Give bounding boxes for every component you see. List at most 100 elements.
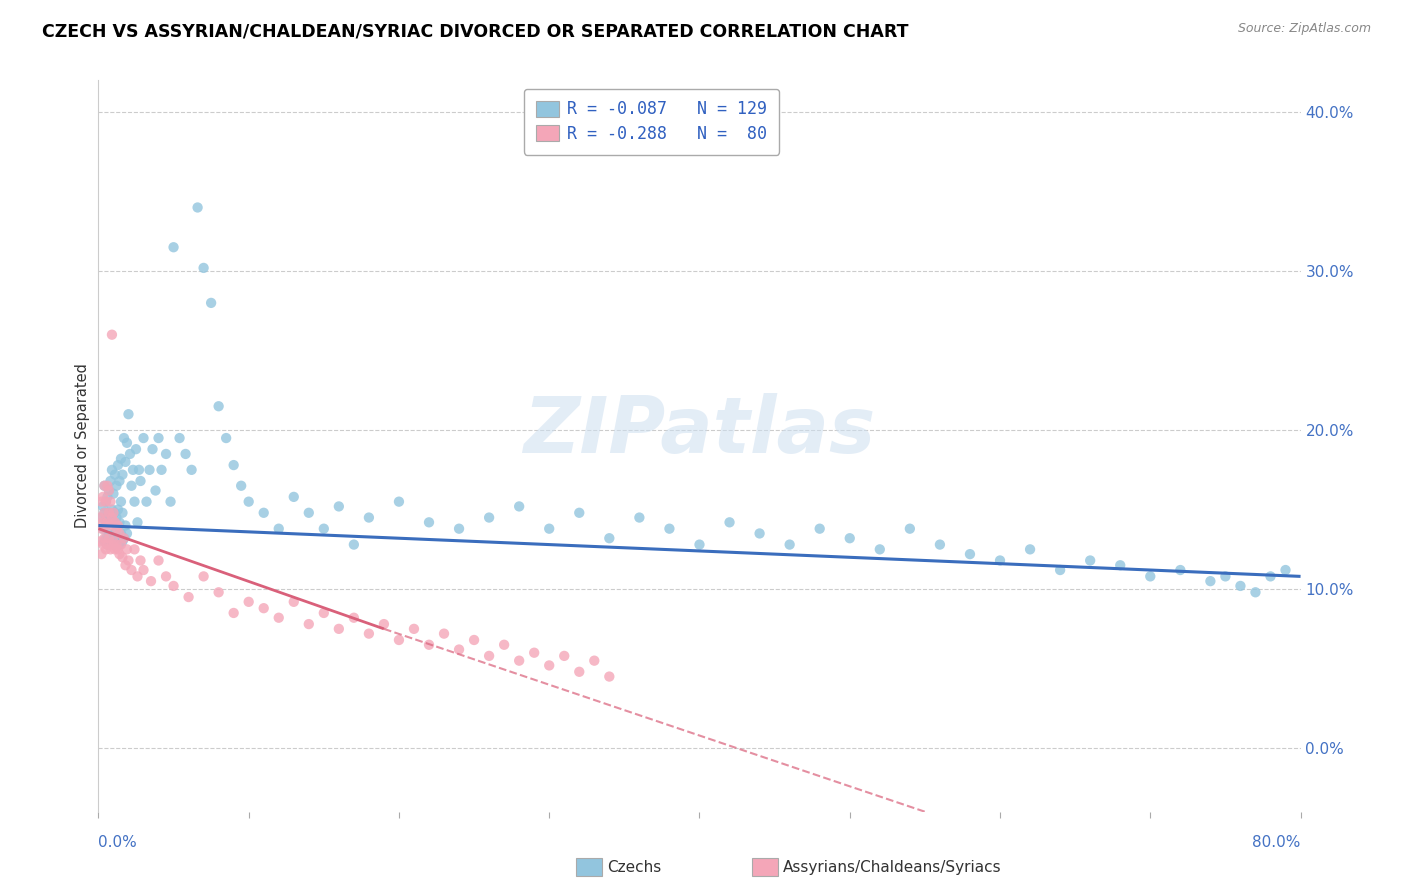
Point xyxy=(253,506,276,520)
Point xyxy=(357,510,380,524)
Point xyxy=(104,506,127,520)
Point xyxy=(328,622,350,636)
Point xyxy=(478,648,501,663)
Point xyxy=(187,201,209,215)
Point xyxy=(267,522,290,536)
Point xyxy=(373,617,395,632)
Point xyxy=(97,483,120,498)
Legend: R = -0.087   N = 129, R = -0.288   N =  80: R = -0.087 N = 129, R = -0.288 N = 80 xyxy=(524,88,779,154)
Point xyxy=(208,585,231,599)
Point xyxy=(433,626,456,640)
Point xyxy=(114,558,136,573)
Point xyxy=(388,494,411,508)
Point xyxy=(1078,553,1101,567)
Point xyxy=(298,506,321,520)
Text: Assyrians/Chaldeans/Syriacs: Assyrians/Chaldeans/Syriacs xyxy=(783,860,1001,874)
Point xyxy=(114,518,136,533)
Point xyxy=(298,617,321,632)
Point xyxy=(105,479,128,493)
Point xyxy=(357,626,380,640)
Point xyxy=(100,542,122,557)
Point xyxy=(200,296,222,310)
Point xyxy=(658,522,681,536)
Point xyxy=(103,506,125,520)
Point xyxy=(1049,563,1071,577)
Point xyxy=(103,516,125,530)
Point xyxy=(107,542,129,557)
Point xyxy=(418,638,440,652)
Point xyxy=(93,531,115,545)
Point xyxy=(93,506,115,520)
Point xyxy=(94,531,117,545)
Point xyxy=(94,514,117,528)
Point xyxy=(93,534,115,549)
Point xyxy=(508,500,530,514)
Point xyxy=(141,442,163,457)
Point xyxy=(127,516,149,530)
Point xyxy=(90,494,112,508)
Point xyxy=(104,467,127,482)
Point xyxy=(838,531,860,545)
Y-axis label: Divorced or Separated: Divorced or Separated xyxy=(75,364,90,528)
Point xyxy=(94,518,117,533)
Point xyxy=(96,516,118,530)
Point xyxy=(1260,569,1282,583)
Point xyxy=(598,531,620,545)
Point xyxy=(101,463,124,477)
Point xyxy=(1019,542,1042,557)
Point xyxy=(402,622,425,636)
Point xyxy=(91,490,114,504)
Text: CZECH VS ASSYRIAN/CHALDEAN/SYRIAC DIVORCED OR SEPARATED CORRELATION CHART: CZECH VS ASSYRIAN/CHALDEAN/SYRIAC DIVORC… xyxy=(42,22,908,40)
Point xyxy=(89,510,111,524)
Point xyxy=(1215,569,1237,583)
Point xyxy=(689,538,711,552)
Point xyxy=(159,494,181,508)
Point xyxy=(132,563,155,577)
Point xyxy=(96,538,118,552)
Point xyxy=(100,510,122,524)
Point xyxy=(447,522,470,536)
Point xyxy=(111,534,134,549)
Point xyxy=(174,447,197,461)
Point xyxy=(1170,563,1192,577)
Point xyxy=(91,500,114,514)
Point xyxy=(108,547,131,561)
Point xyxy=(108,474,131,488)
Point xyxy=(568,665,591,679)
Point xyxy=(112,431,135,445)
Point xyxy=(148,431,170,445)
Point xyxy=(96,516,118,530)
Point xyxy=(208,399,231,413)
Point xyxy=(110,494,132,508)
Point xyxy=(343,538,366,552)
Point xyxy=(508,654,530,668)
Point xyxy=(111,550,134,565)
Point xyxy=(128,463,150,477)
Point xyxy=(583,654,606,668)
Point xyxy=(193,569,215,583)
Point xyxy=(1139,569,1161,583)
Point xyxy=(988,553,1011,567)
Point xyxy=(155,569,177,583)
Point xyxy=(124,494,146,508)
Point xyxy=(231,479,253,493)
Point xyxy=(107,518,129,533)
Point xyxy=(94,494,117,508)
Point xyxy=(135,494,157,508)
Point xyxy=(177,590,200,604)
Text: 0.0%: 0.0% xyxy=(98,836,138,850)
Point xyxy=(110,526,132,541)
Point xyxy=(115,542,138,557)
Point xyxy=(115,435,138,450)
Point xyxy=(111,467,134,482)
Point xyxy=(283,490,305,504)
Point xyxy=(253,601,276,615)
Point xyxy=(267,611,290,625)
Point xyxy=(100,518,122,533)
Point xyxy=(89,534,111,549)
Point xyxy=(222,606,245,620)
Point xyxy=(162,579,184,593)
Point xyxy=(90,547,112,561)
Point xyxy=(568,506,591,520)
Point xyxy=(125,442,148,457)
